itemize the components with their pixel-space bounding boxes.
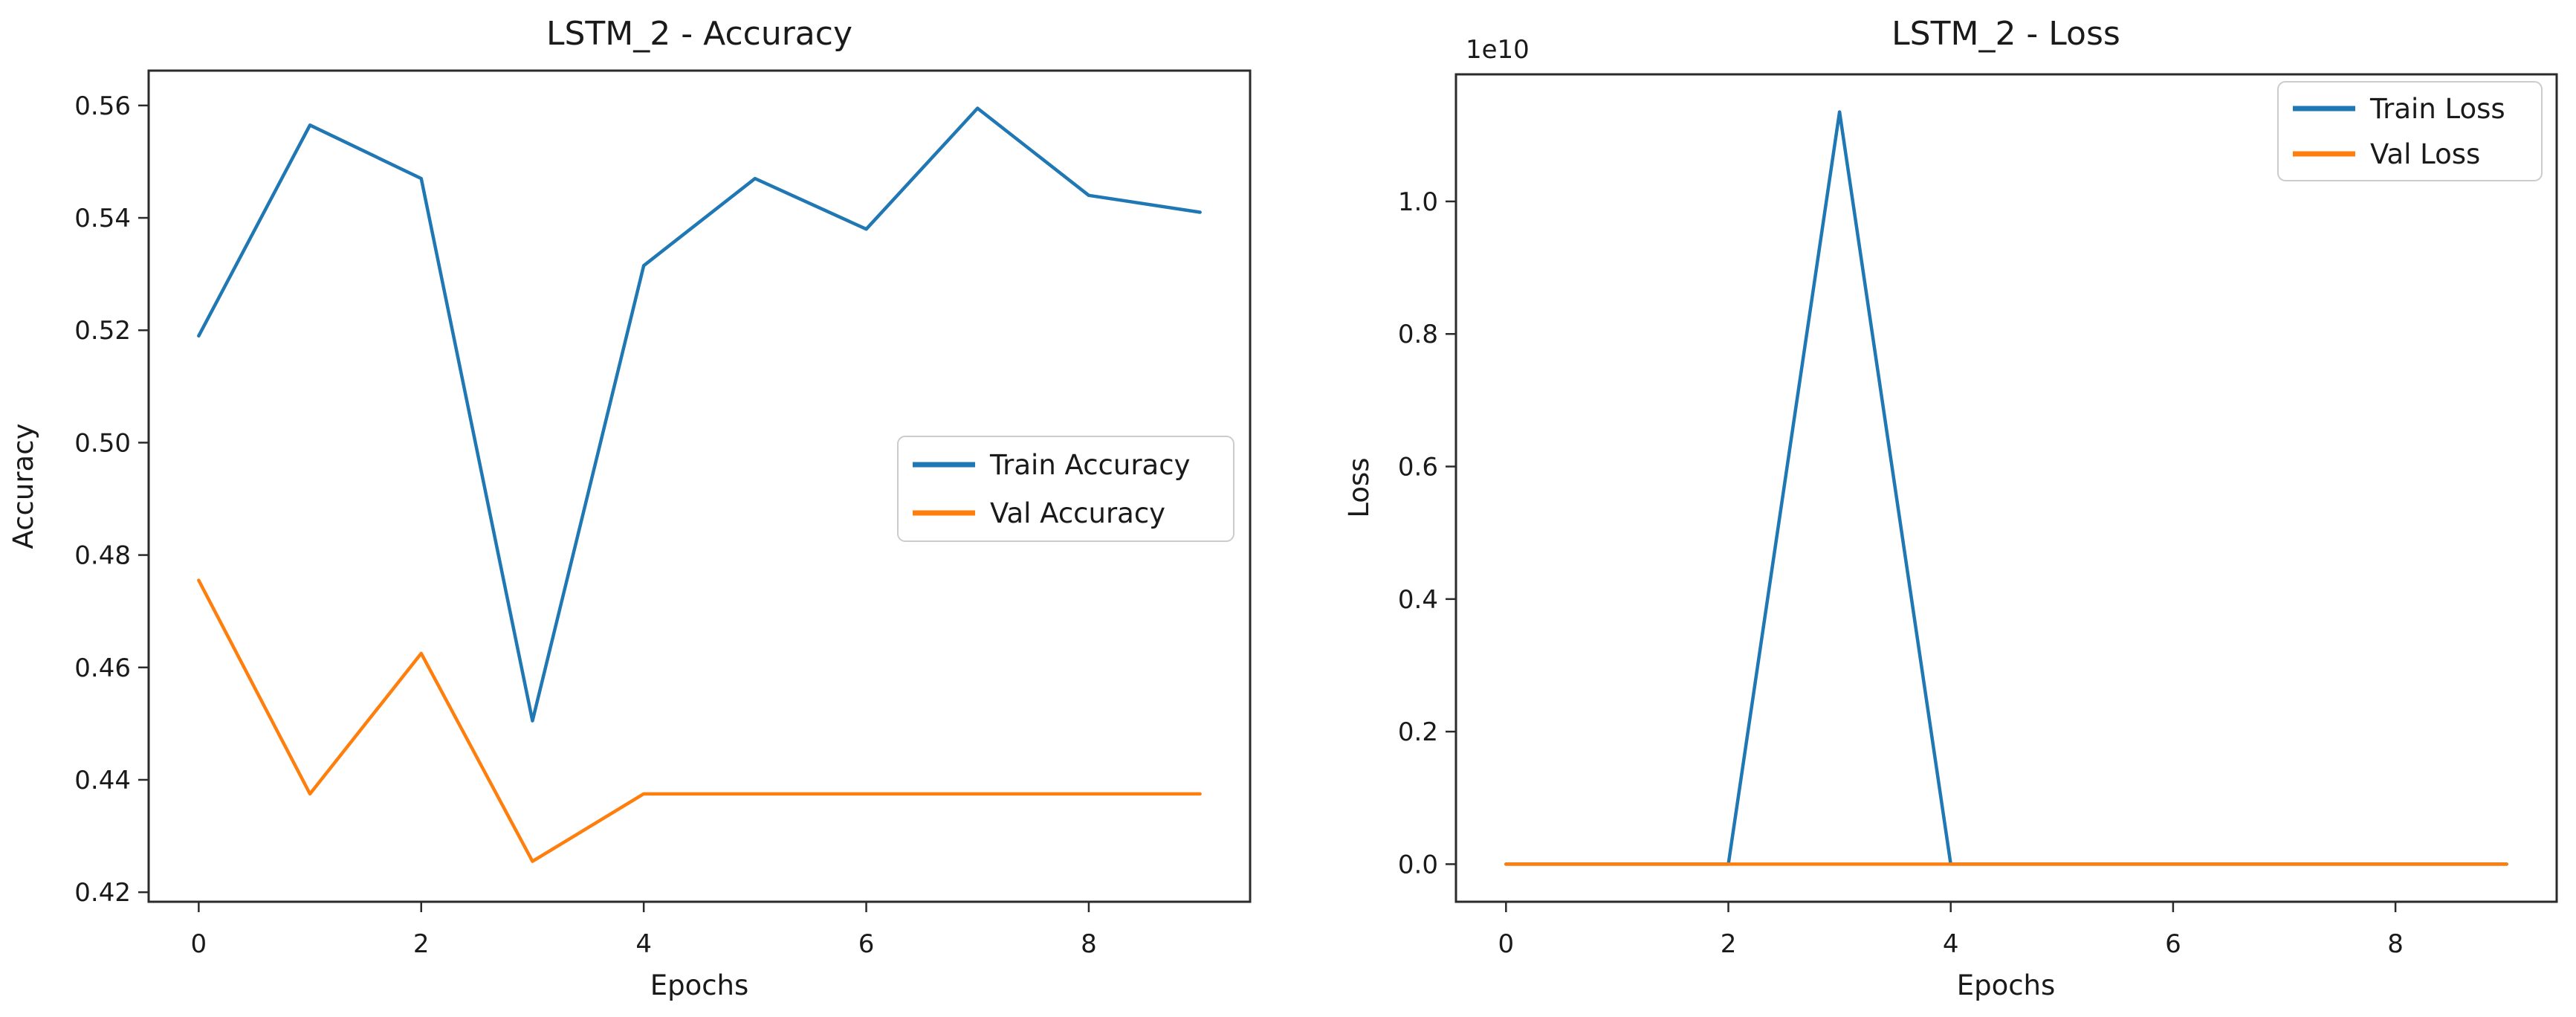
loss-plot-area: 0.0 0.2 0.4 0.6 0.8 1.0 0 2 4 6 8 bbox=[1398, 73, 2558, 959]
train-accuracy-line bbox=[197, 106, 1202, 723]
loss-y-axis-label: Loss bbox=[1343, 457, 1375, 517]
y-tick-label: 0.52 bbox=[74, 316, 131, 346]
plot-frame bbox=[147, 69, 1252, 903]
y-tick-label: 0.2 bbox=[1398, 717, 1438, 747]
val-accuracy-line bbox=[197, 578, 1202, 863]
accuracy-chart: LSTM_2 - Accuracy Accuracy Epochs 0.42 0.… bbox=[7, 15, 1252, 1001]
x-tick-label: 2 bbox=[413, 929, 430, 959]
y-tick-label: 0.4 bbox=[1398, 585, 1438, 615]
train-loss-line bbox=[1504, 110, 2508, 866]
y-tick-label: 0.8 bbox=[1398, 320, 1438, 349]
loss-x-axis-label: Epochs bbox=[1957, 969, 2056, 1001]
plot-frame bbox=[1454, 73, 2558, 903]
loss-y-axis-offset-text: 1e10 bbox=[1466, 35, 1530, 65]
y-tick-label: 0.44 bbox=[74, 766, 131, 795]
x-tick-label: 8 bbox=[1081, 929, 1097, 959]
y-tick-label: 0.56 bbox=[74, 91, 131, 121]
loss-chart: LSTM_2 - Loss Loss Epochs 1e10 0.0 0.2 0.4… bbox=[1288, 0, 2576, 1017]
y-tick-label: 0.54 bbox=[74, 204, 131, 233]
accuracy-chart-svg: LSTM_2 - Accuracy Accuracy Epochs 0.420.… bbox=[7, 15, 1252, 1001]
accuracy-chart-title: LSTM_2 - Accuracy bbox=[546, 15, 852, 53]
accuracy-y-axis-label: Accuracy bbox=[7, 424, 39, 549]
x-tick-label: 4 bbox=[635, 929, 652, 959]
accuracy-legend: Train Accuracy Val Accuracy bbox=[897, 436, 1234, 542]
val-loss-legend-label: Val Loss bbox=[2370, 138, 2480, 170]
y-tick-label: 0.48 bbox=[74, 541, 131, 571]
loss-chart-svg: LSTM_2 - Loss Loss Epochs 1e10 0.0 0.2 0.4… bbox=[1343, 15, 2558, 1001]
y-tick-label: 0.0 bbox=[1398, 850, 1438, 879]
val-accuracy-legend-label: Val Accuracy bbox=[990, 497, 1165, 529]
y-tick-label: 0.6 bbox=[1398, 453, 1438, 482]
x-tick-label: 6 bbox=[858, 929, 875, 959]
x-tick-label: 8 bbox=[2387, 929, 2404, 959]
accuracy-x-axis-label: Epochs bbox=[650, 969, 749, 1001]
loss-chart-title: LSTM_2 - Loss bbox=[1891, 15, 2120, 53]
x-tick-label: 2 bbox=[1721, 929, 1737, 959]
accuracy-plot-area: 0.42 0.44 0.46 0.48 0.50 0.52 0.54 0.56 0 2 4 6 8 bbox=[74, 69, 1252, 959]
x-tick-label: 4 bbox=[1943, 929, 1959, 959]
accuracy-legend-box bbox=[897, 436, 1234, 542]
y-tick-label: 0.50 bbox=[74, 428, 131, 458]
loss-legend: Train Loss Val Loss bbox=[2277, 81, 2543, 181]
y-tick-label: 0.42 bbox=[74, 878, 131, 908]
x-tick-label: 0 bbox=[1498, 929, 1514, 959]
train-loss-legend-label: Train Loss bbox=[2369, 93, 2505, 125]
x-tick-label: 0 bbox=[191, 929, 207, 959]
y-tick-label: 0.46 bbox=[74, 653, 131, 683]
train-accuracy-legend-label: Train Accuracy bbox=[989, 449, 1190, 481]
y-tick-label: 1.0 bbox=[1398, 187, 1438, 217]
x-tick-label: 6 bbox=[2165, 929, 2181, 959]
